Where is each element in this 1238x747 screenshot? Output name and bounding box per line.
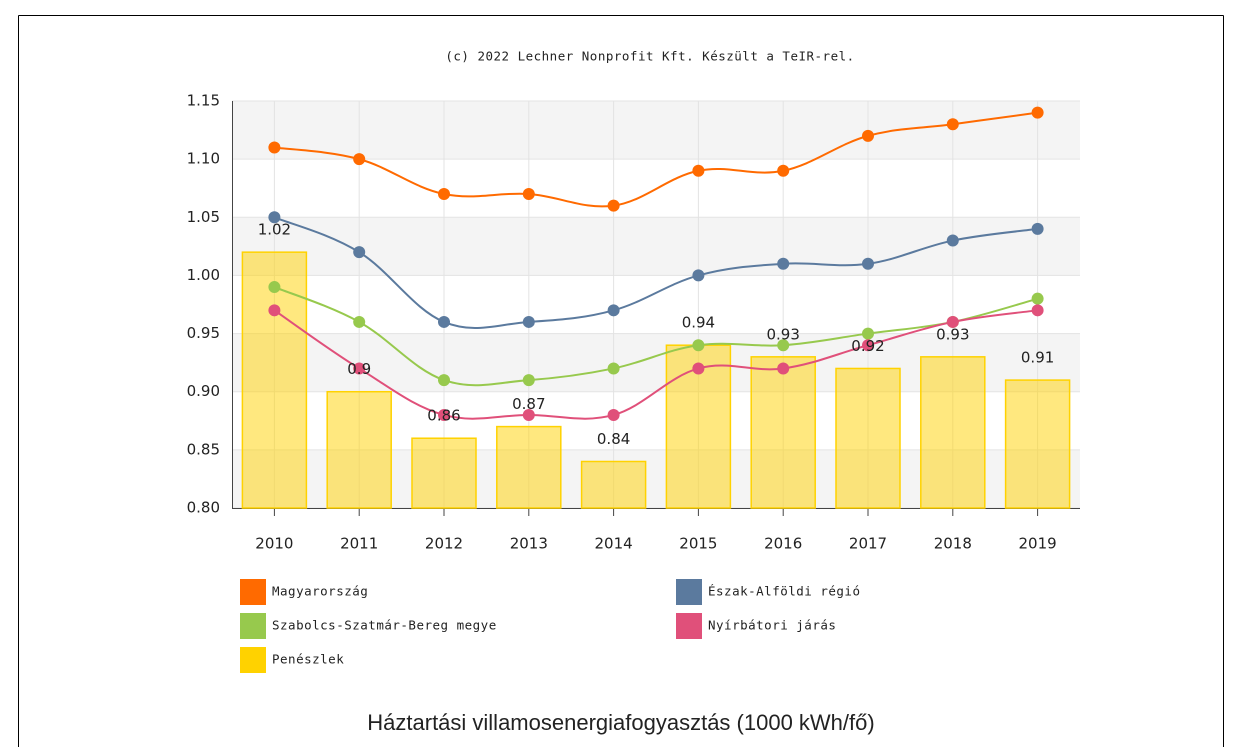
y-tick-label: 0.95	[187, 324, 220, 342]
point	[353, 246, 366, 259]
point	[353, 153, 366, 166]
grid-band	[232, 101, 1080, 160]
y-tick-label: 1.00	[187, 266, 220, 284]
legend-swatch	[676, 613, 702, 639]
point	[862, 257, 874, 270]
point	[862, 129, 874, 142]
point	[946, 234, 959, 247]
point	[438, 408, 450, 421]
point	[522, 374, 535, 387]
legend-swatch	[240, 579, 266, 605]
legend-swatch	[676, 579, 702, 605]
point	[268, 281, 281, 294]
legend-swatch	[240, 613, 266, 639]
point	[862, 327, 874, 340]
y-tick-label: 0.80	[187, 499, 220, 517]
legend-label: Penészlek	[272, 652, 344, 667]
point	[692, 362, 705, 375]
legend-swatch	[240, 647, 266, 673]
x-tick-label: 2018	[934, 535, 972, 553]
y-tick-label: 0.85	[187, 440, 220, 458]
point	[607, 408, 620, 421]
x-tick-label: 2019	[1019, 535, 1057, 553]
y-tick-label: 0.90	[187, 382, 220, 400]
x-tick-label: 2010	[255, 535, 293, 553]
bar	[326, 390, 392, 509]
point	[353, 362, 366, 375]
point	[1031, 304, 1044, 317]
point	[522, 188, 535, 201]
point	[268, 304, 281, 317]
bar	[580, 460, 647, 509]
point	[607, 199, 620, 212]
data-label: 0.93	[936, 325, 969, 343]
point	[607, 362, 620, 375]
point	[777, 339, 790, 352]
x-tick-label: 2017	[849, 535, 887, 553]
legend-label: Magyarország	[272, 584, 368, 599]
data-label: 0.87	[512, 395, 545, 413]
bar	[835, 367, 901, 509]
bar	[920, 356, 986, 509]
point	[777, 362, 790, 375]
point	[353, 315, 366, 328]
data-label: 0.94	[682, 314, 715, 332]
point	[1031, 292, 1044, 305]
series-line	[274, 286, 1038, 387]
point	[692, 339, 705, 352]
data-label: 1.02	[258, 221, 291, 239]
bar	[496, 425, 562, 509]
bar	[750, 356, 816, 509]
x-tick-label: 2013	[510, 535, 548, 553]
y-tick-label: 1.10	[187, 150, 220, 168]
series-line	[274, 111, 1038, 208]
bar	[411, 437, 477, 509]
series-line	[274, 216, 1038, 329]
chart-title: Háztartási villamosenergiafogyasztás (10…	[367, 710, 874, 735]
point	[522, 315, 535, 328]
legend-label: Nyírbátori járás	[708, 618, 836, 633]
point	[438, 188, 450, 201]
point	[692, 269, 705, 282]
bar	[1004, 379, 1071, 509]
point	[862, 339, 874, 352]
point	[522, 408, 535, 421]
y-tick-label: 1.15	[187, 92, 220, 110]
y-tick-label: 1.05	[187, 208, 220, 226]
point	[777, 257, 790, 270]
legend-label: Szabolcs-Szatmár-Bereg megye	[272, 618, 497, 633]
point	[438, 315, 450, 328]
point	[268, 141, 281, 154]
point	[946, 315, 959, 328]
point	[946, 118, 959, 131]
data-label: 0.92	[851, 337, 884, 355]
point	[692, 164, 705, 177]
data-label: 0.86	[427, 407, 460, 425]
point	[438, 374, 450, 387]
x-tick-label: 2016	[764, 535, 802, 553]
data-label: 0.9	[347, 360, 371, 378]
legend-label: Észak-Alföldi régió	[708, 584, 861, 599]
data-label: 0.84	[597, 430, 630, 448]
point	[268, 211, 281, 224]
series-line	[273, 309, 1038, 420]
data-label: 0.93	[766, 325, 799, 343]
x-tick-label: 2014	[595, 535, 633, 553]
x-tick-label: 2015	[679, 535, 717, 553]
grid-band	[232, 217, 1080, 276]
data-label: 0.91	[1021, 349, 1054, 367]
point	[607, 304, 620, 317]
point	[1031, 222, 1044, 235]
x-tick-label: 2011	[340, 535, 378, 553]
point	[777, 164, 790, 177]
chart-subtitle: (c) 2022 Lechner Nonprofit Kft. Készült …	[445, 49, 854, 64]
point	[1031, 106, 1044, 119]
x-tick-label: 2012	[425, 535, 463, 553]
